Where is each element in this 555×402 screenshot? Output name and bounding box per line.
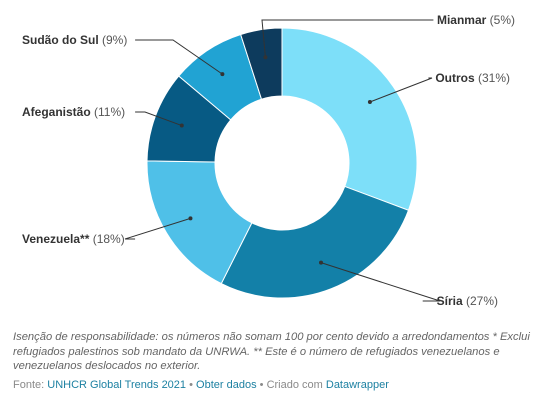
slice-label-group: Outros (31%) Síria (27%) Venezuela** (18%)…	[22, 13, 515, 308]
created-with-text: Criado com	[266, 379, 323, 391]
disclaimer-note: Isenção de responsabilidade: os números …	[13, 331, 530, 373]
source-prefix: Fonte:	[13, 379, 45, 391]
slice-outros[interactable]	[281, 27, 418, 211]
donut-chart: Outros (31%) Síria (27%) Venezuela** (18%)…	[22, 13, 515, 308]
leader-line-siria	[320, 262, 441, 302]
slice-label-name: Venezuela**	[22, 232, 90, 246]
slice-group	[146, 27, 418, 299]
footer-separator: •	[189, 379, 193, 391]
source-link[interactable]: UNHCR Global Trends 2021	[47, 379, 187, 391]
slice-label-name: Síria	[437, 294, 463, 308]
slice-label-afeganistao: Afeganistão (11%)	[22, 105, 125, 119]
slice-label-mianmar: Mianmar (5%)	[437, 13, 515, 27]
slice-label-percent: (5%)	[486, 13, 515, 27]
slice-label-siria: Síria (27%)	[437, 294, 498, 308]
slice-label-percent: (11%)	[91, 105, 125, 119]
leader-line-afeganistao	[135, 111, 182, 127]
leader-dot-venezuela	[188, 216, 193, 221]
slice-label-outros: Outros (31%)	[435, 71, 510, 85]
slice-label-percent: (9%)	[99, 33, 128, 47]
slice-label-percent: (18%)	[89, 232, 124, 246]
leader-line-sudao-do-sul	[135, 39, 223, 75]
get-data-link[interactable]: Obter dados	[196, 379, 257, 391]
leader-dot-outros	[367, 100, 372, 105]
footer-separator: •	[259, 379, 264, 391]
slice-mianmar[interactable]	[240, 27, 283, 100]
slice-label-sudao-do-sul: Sudão do Sul (9%)	[22, 33, 127, 47]
slice-siria[interactable]	[220, 185, 410, 299]
slice-label-percent: (27%)	[463, 294, 498, 308]
leader-line-outros	[369, 77, 433, 103]
slice-label-name: Afeganistão	[22, 105, 91, 119]
leader-dot-siria	[319, 260, 324, 265]
slice-label-name: Sudão do Sul	[22, 33, 99, 47]
leader-dot-afeganistao	[179, 123, 184, 128]
leader-line-venezuela	[124, 217, 191, 240]
leader-line-mianmar	[261, 19, 434, 58]
slice-label-name: Mianmar	[437, 13, 487, 27]
slice-label-name: Outros	[435, 71, 475, 85]
leader-line-group	[124, 19, 441, 302]
slice-label-venezuela: Venezuela** (18%)	[22, 232, 125, 246]
slice-venezuela[interactable]	[146, 160, 253, 285]
leader-dot-mianmar	[263, 55, 268, 60]
slice-label-percent: (31%)	[475, 71, 510, 85]
leader-dot-sudao-do-sul	[220, 72, 225, 77]
datawrapper-link[interactable]: Datawrapper	[325, 379, 389, 391]
chart-footer: Fonte: UNHCR Global Trends 2021 • Obter …	[13, 378, 548, 392]
